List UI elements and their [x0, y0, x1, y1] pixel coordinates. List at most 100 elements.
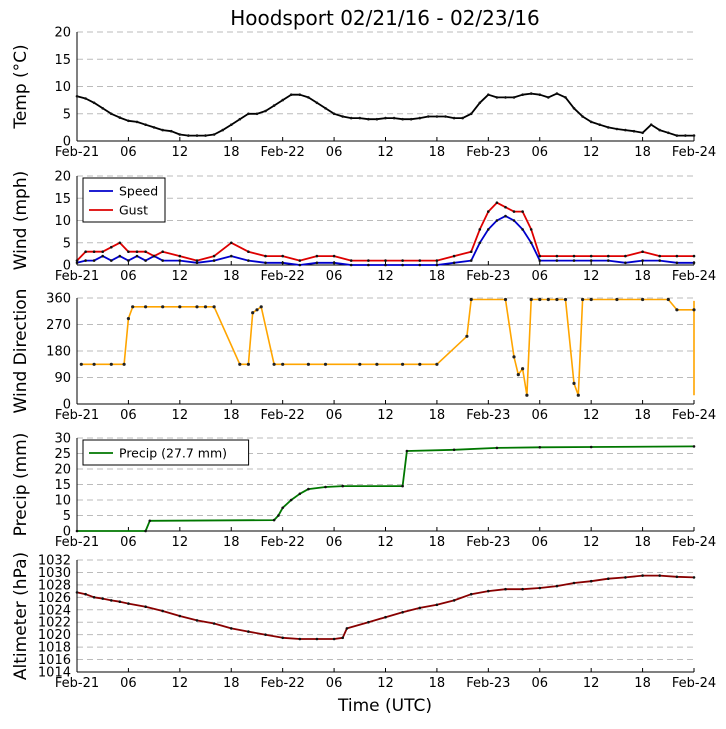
- direction-point: [122, 362, 126, 366]
- x-tick-label: Feb-24: [672, 535, 716, 550]
- x-tick-label: Feb-22: [261, 676, 305, 691]
- x-tick-label: 18: [634, 145, 651, 160]
- x-tick-label: 12: [172, 535, 189, 550]
- panel-1: 0 5 10 15 20 Feb-21 06 12 18 Feb-22 06 12 18 Feb-23 06…: [11, 26, 716, 161]
- data-point: [589, 445, 593, 449]
- direction-point: [178, 305, 182, 309]
- data-point: [538, 93, 542, 96]
- y-tick-label: 20: [54, 170, 71, 185]
- data-point: [92, 259, 96, 262]
- data-point: [572, 581, 576, 585]
- x-tick-label: Feb-23: [466, 535, 510, 550]
- panel-3: 0 90 180 270 360 Feb-21 06 12 18 Feb-22 06 12 18 Feb-…: [11, 289, 716, 423]
- data-point: [529, 92, 533, 95]
- direction-point: [203, 305, 208, 309]
- data-point: [504, 214, 507, 218]
- data-point: [84, 250, 87, 253]
- data-point: [555, 259, 559, 262]
- data-point: [264, 261, 267, 265]
- y-tick-label: 15: [54, 53, 71, 68]
- x-tick-label: 12: [377, 676, 394, 691]
- data-point: [367, 117, 370, 121]
- data-point: [367, 259, 370, 262]
- y-tick-label: 0: [63, 525, 71, 540]
- data-point: [692, 576, 696, 579]
- data-point: [212, 133, 216, 136]
- y-tick-label: 1028: [38, 578, 71, 593]
- x-tick-label: 18: [634, 269, 651, 284]
- data-point: [92, 250, 96, 253]
- direction-point: [666, 297, 670, 302]
- data-point: [675, 254, 679, 258]
- data-point: [367, 263, 370, 267]
- data-point: [469, 112, 473, 116]
- data-point: [392, 116, 396, 120]
- data-point: [495, 96, 499, 99]
- data-point: [384, 615, 387, 619]
- data-point: [92, 596, 96, 599]
- data-point: [487, 93, 490, 96]
- data-point: [692, 445, 696, 448]
- data-point: [341, 484, 345, 488]
- data-point: [641, 250, 644, 253]
- x-tick-label: 18: [634, 408, 651, 423]
- data-point: [307, 96, 310, 99]
- data-point: [384, 263, 387, 267]
- x-tick-label: 06: [120, 676, 137, 691]
- y-tick-label: 25: [54, 447, 71, 462]
- x-tick-label: 12: [172, 145, 189, 160]
- x-tick-label: 18: [223, 676, 240, 691]
- gust-line: [76, 201, 694, 262]
- x-tick-label: Feb-22: [261, 145, 305, 160]
- data-point: [401, 611, 404, 614]
- data-point: [118, 600, 122, 603]
- x-tick-label: 18: [634, 535, 651, 550]
- data-point: [144, 250, 147, 253]
- data-point: [212, 254, 216, 258]
- direction-point: [238, 362, 242, 366]
- data-point: [607, 577, 610, 580]
- x-tick-label: 06: [326, 145, 343, 160]
- data-point: [281, 636, 285, 640]
- data-point: [538, 259, 542, 262]
- data-point: [375, 117, 379, 121]
- direction-point: [525, 393, 529, 397]
- y-axis-label: Precip (mm): [11, 433, 31, 537]
- data-point: [572, 107, 576, 110]
- data-point: [144, 529, 147, 533]
- data-point: [84, 259, 87, 262]
- data-point: [478, 101, 482, 105]
- direction-series-line: [81, 298, 695, 396]
- direction-point: [375, 362, 379, 366]
- data-point: [401, 484, 404, 488]
- data-point: [75, 261, 79, 265]
- x-tick-label: Feb-21: [55, 676, 99, 691]
- data-point: [555, 584, 559, 588]
- data-point: [349, 259, 353, 262]
- y-tick-label: 5: [63, 236, 71, 251]
- x-tick-label: 06: [326, 269, 343, 284]
- data-point: [624, 128, 627, 132]
- direction-point: [109, 362, 113, 366]
- x-tick-label: 06: [531, 145, 548, 160]
- data-point: [512, 96, 516, 99]
- data-point: [195, 259, 199, 262]
- speed-line: [76, 215, 694, 266]
- data-point: [345, 627, 349, 630]
- data-point: [110, 259, 113, 262]
- x-tick-label: 06: [326, 535, 343, 550]
- data-point: [127, 119, 130, 123]
- direction-point: [512, 355, 516, 359]
- data-point: [495, 446, 499, 450]
- direction-point: [161, 305, 165, 309]
- data-point: [75, 259, 79, 262]
- data-point: [521, 587, 524, 591]
- data-point: [667, 131, 670, 135]
- data-point: [658, 128, 661, 132]
- data-point: [187, 134, 190, 137]
- data-point: [230, 254, 233, 258]
- data-point: [504, 205, 507, 209]
- data-point: [512, 210, 516, 213]
- data-point: [144, 259, 147, 262]
